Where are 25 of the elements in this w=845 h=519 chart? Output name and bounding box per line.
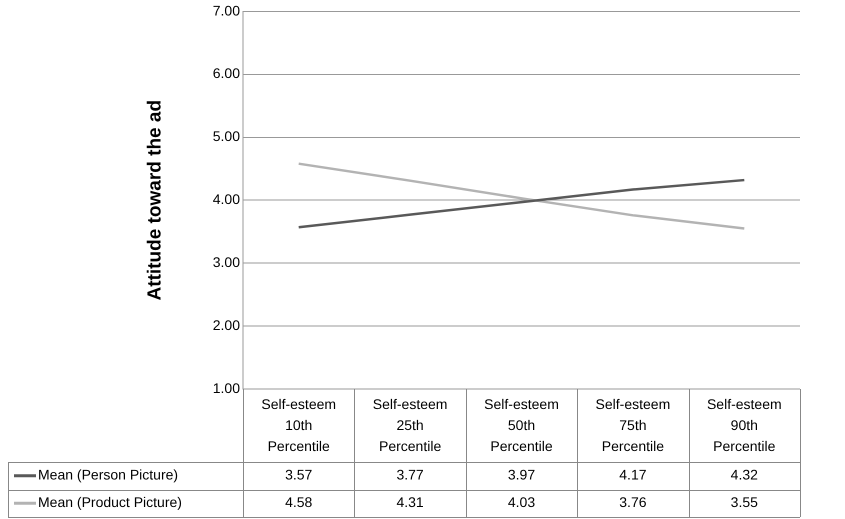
data-label: 4.03: [508, 494, 536, 510]
data-label: 4.32: [730, 466, 758, 483]
data-label: 4.31: [396, 494, 424, 510]
x-tick-label: Self-esteem 90th Percentile: [706, 396, 782, 454]
data-label: 3.57: [285, 466, 313, 483]
y-tick-label: 4.00: [212, 191, 240, 208]
x-tick-label: Self-esteem 10th Percentile: [261, 396, 336, 454]
data-label: 3.76: [619, 494, 647, 510]
data-label: 3.77: [396, 466, 424, 483]
x-tick-label: Self-esteem 75th Percentile: [596, 396, 670, 454]
legend-label: Mean (Person Picture): [38, 466, 178, 483]
legend-label: Mean (Product Picture): [38, 494, 182, 510]
y-tick-label: 7.00: [212, 2, 240, 18]
x-tick-label: Self-esteem 50th Percentile: [484, 396, 559, 454]
y-tick-label: 6.00: [212, 65, 240, 82]
y-tick-label: 3.00: [212, 254, 240, 270]
y-tick-label: 1.00: [212, 380, 240, 396]
data-label: 3.55: [730, 494, 758, 510]
data-label: 4.58: [285, 494, 313, 510]
y-tick-label: 5.00: [212, 128, 240, 144]
y-tick-label: 2.00: [212, 316, 240, 333]
data-label: 4.17: [619, 466, 647, 483]
data-label: 3.97: [508, 466, 536, 483]
x-tick-label: Self-esteem 25th Percentile: [372, 396, 448, 454]
y-axis-title: Attitude toward the ad: [144, 100, 166, 300]
